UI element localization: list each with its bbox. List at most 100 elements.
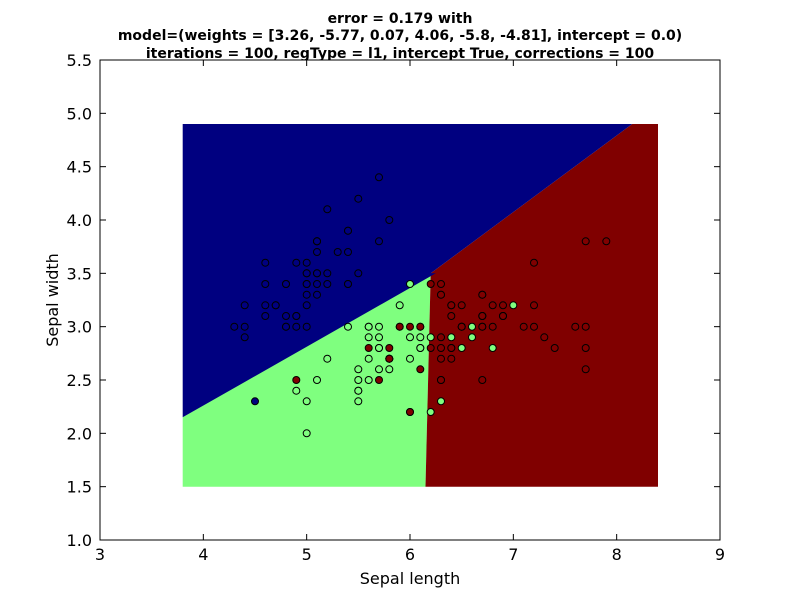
- y-tick-label: 5.5: [67, 51, 92, 70]
- data-point-class-0: [283, 313, 290, 320]
- data-point-class-0: [303, 291, 310, 298]
- y-tick-label: 2.0: [67, 424, 92, 443]
- x-tick-label: 4: [198, 545, 208, 564]
- data-point-class-0: [231, 323, 238, 330]
- data-point-class-2: [479, 291, 486, 298]
- data-point-class-0: [324, 281, 331, 288]
- data-point-class-1: [303, 398, 310, 405]
- data-point-class-0: [293, 313, 300, 320]
- data-point-class-1: [365, 355, 372, 362]
- data-point-class-2: [489, 323, 496, 330]
- data-point-class-2: [551, 345, 558, 352]
- y-tick-label: 3.5: [67, 264, 92, 283]
- data-point-class-0: [355, 195, 362, 202]
- data-point-class-0: [355, 270, 362, 277]
- x-axis-label: Sepal length: [360, 569, 461, 588]
- data-point-class-0: [283, 323, 290, 330]
- data-point-class-1: [355, 366, 362, 373]
- data-point-class-0: [314, 281, 321, 288]
- data-point-class-1: [376, 334, 383, 341]
- data-point-class-2: [489, 302, 496, 309]
- data-point-class-2: [479, 323, 486, 330]
- data-point-class-2: [438, 281, 445, 288]
- data-point-class-2: [520, 323, 527, 330]
- y-tick-label: 5.0: [67, 104, 92, 123]
- y-tick-label: 3.0: [67, 318, 92, 337]
- data-point-class-1: [438, 398, 445, 405]
- data-point-class-1: [469, 323, 476, 330]
- data-point-class-1: [448, 334, 455, 341]
- data-point-class-1: [293, 387, 300, 394]
- data-point-class-2: [417, 323, 424, 330]
- data-point-class-2: [531, 259, 538, 266]
- data-point-class-2: [448, 313, 455, 320]
- data-point-class-0: [303, 323, 310, 330]
- data-point-class-2: [293, 377, 300, 384]
- data-point-class-1: [376, 366, 383, 373]
- data-point-class-2: [438, 377, 445, 384]
- data-point-class-0: [272, 302, 279, 309]
- data-point-class-0: [303, 281, 310, 288]
- data-point-class-1: [417, 334, 424, 341]
- data-point-class-2: [396, 323, 403, 330]
- data-point-class-2: [582, 345, 589, 352]
- x-tick-label: 6: [405, 545, 415, 564]
- data-point-class-1: [365, 323, 372, 330]
- data-point-class-2: [438, 291, 445, 298]
- data-point-class-0: [303, 259, 310, 266]
- data-point-class-2: [541, 334, 548, 341]
- data-point-class-2: [582, 366, 589, 373]
- data-point-class-0: [376, 174, 383, 181]
- data-point-class-0: [241, 302, 248, 309]
- data-point-class-2: [407, 409, 414, 416]
- x-tick-label: 5: [302, 545, 312, 564]
- data-point-class-0: [293, 259, 300, 266]
- data-point-class-1: [469, 334, 476, 341]
- data-point-class-2: [417, 366, 424, 373]
- data-point-class-0: [314, 270, 321, 277]
- data-point-class-2: [438, 345, 445, 352]
- data-point-class-0: [386, 217, 393, 224]
- data-point-class-0: [262, 302, 269, 309]
- data-point-class-2: [531, 302, 538, 309]
- data-point-class-1: [417, 345, 424, 352]
- data-point-class-2: [386, 345, 393, 352]
- data-point-class-0: [334, 249, 341, 256]
- data-point-class-2: [448, 345, 455, 352]
- data-point-class-1: [355, 387, 362, 394]
- data-point-class-2: [531, 323, 538, 330]
- data-point-class-0: [303, 302, 310, 309]
- data-point-class-1: [324, 355, 331, 362]
- data-point-class-2: [386, 355, 393, 362]
- data-point-class-0: [324, 206, 331, 213]
- data-point-class-1: [510, 302, 517, 309]
- data-point-class-0: [252, 398, 259, 405]
- data-point-class-2: [407, 323, 414, 330]
- y-tick-label: 2.5: [67, 371, 92, 390]
- data-point-class-0: [303, 270, 310, 277]
- data-point-class-0: [283, 281, 290, 288]
- data-point-class-0: [293, 323, 300, 330]
- data-point-class-2: [572, 323, 579, 330]
- data-point-class-1: [365, 377, 372, 384]
- data-point-class-1: [396, 302, 403, 309]
- data-point-class-2: [438, 334, 445, 341]
- data-point-class-1: [303, 430, 310, 437]
- data-point-class-2: [448, 302, 455, 309]
- data-point-class-0: [262, 259, 269, 266]
- data-point-class-2: [427, 281, 434, 288]
- data-point-class-0: [324, 270, 331, 277]
- y-tick-label: 4.5: [67, 158, 92, 177]
- data-point-class-2: [479, 313, 486, 320]
- data-point-class-0: [262, 281, 269, 288]
- data-point-class-2: [582, 323, 589, 330]
- data-point-class-1: [489, 345, 496, 352]
- y-tick-label: 1.0: [67, 531, 92, 550]
- data-point-class-1: [458, 345, 465, 352]
- data-point-class-2: [582, 238, 589, 245]
- data-point-class-1: [355, 398, 362, 405]
- data-point-class-0: [376, 238, 383, 245]
- data-point-class-0: [314, 238, 321, 245]
- x-tick-label: 7: [508, 545, 518, 564]
